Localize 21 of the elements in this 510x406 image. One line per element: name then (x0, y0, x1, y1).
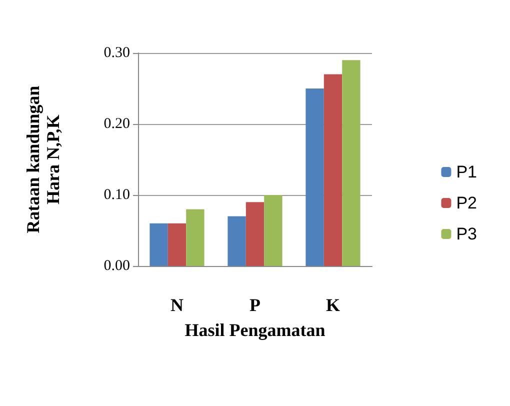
bar (186, 209, 204, 266)
bar (246, 202, 264, 266)
x-axis-title: Hasil Pengamatan (184, 320, 326, 340)
bar (324, 74, 342, 266)
bar (228, 216, 246, 266)
legend-label: P1 (456, 162, 478, 182)
y-tick-label: 0.00 (104, 258, 130, 274)
bar (306, 88, 324, 266)
y-tick-label: 0.10 (104, 187, 130, 203)
x-tick-label: P (250, 295, 260, 315)
bar (168, 223, 186, 266)
bar (264, 195, 282, 266)
bar (342, 60, 360, 266)
y-tick-label: 0.30 (104, 45, 130, 61)
legend-label: P2 (456, 194, 478, 212)
x-tick-label: N (170, 295, 184, 315)
legend-label: P3 (456, 224, 478, 244)
x-tick-label: K (326, 295, 340, 315)
y-axis-title: Rataan kandungan Hara N,P,K (23, 86, 63, 234)
bar (150, 223, 168, 266)
y-tick-label: 0.20 (104, 116, 130, 132)
